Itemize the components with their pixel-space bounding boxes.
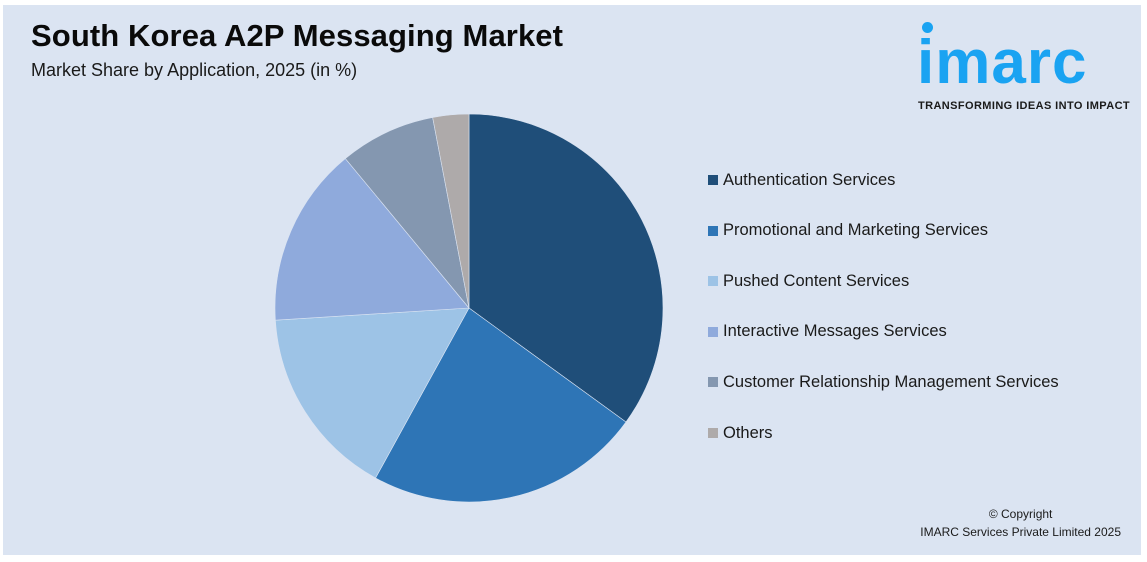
legend-label: Others bbox=[723, 423, 773, 442]
logo-tagline: TRANSFORMING IDEAS INTO IMPACT bbox=[918, 100, 1131, 112]
imarc-logo: imarc TRANSFORMING IDEAS INTO IMPACT bbox=[912, 17, 1137, 117]
legend-swatch-icon bbox=[708, 428, 718, 438]
pie-chart bbox=[274, 113, 664, 503]
legend-swatch-icon bbox=[708, 326, 718, 337]
legend-item: Interactive Messages Services bbox=[708, 322, 947, 342]
legend-item: Customer Relationship Management Service… bbox=[708, 372, 1059, 392]
legend-label: Authentication Services bbox=[723, 170, 896, 189]
pie-slice-customer-relationship-management-services bbox=[344, 117, 470, 309]
legend-swatch-icon bbox=[708, 225, 718, 236]
legend-item: Promotional and Marketing Services bbox=[708, 221, 988, 241]
legend-swatch-icon bbox=[708, 276, 718, 287]
legend-item: Pushed Content Services bbox=[708, 271, 909, 291]
pie-slice-pushed-content-services bbox=[275, 307, 470, 479]
chart-title: South Korea A2P Messaging Market bbox=[31, 18, 564, 53]
legend-label: Interactive Messages Services bbox=[723, 322, 947, 341]
legend-swatch-icon bbox=[708, 377, 718, 388]
legend-label: Promotional and Marketing Services bbox=[723, 221, 989, 240]
logo-dot-icon bbox=[922, 22, 933, 33]
chart-panel: South Korea A2P Messaging Market Market … bbox=[3, 5, 1141, 555]
pie-slice-interactive-messages-services bbox=[274, 158, 470, 321]
logo-wordmark: imarc bbox=[917, 28, 1088, 97]
copyright-notice: © Copyright IMARC Services Private Limit… bbox=[920, 505, 1121, 541]
pie-slice-others bbox=[432, 113, 470, 309]
legend-swatch-icon bbox=[708, 175, 718, 185]
legend-label: Pushed Content Services bbox=[723, 271, 910, 290]
pie-slice-promotional-and-marketing-services bbox=[375, 307, 627, 503]
pie-slice-authentication-services bbox=[468, 113, 664, 423]
chart-subtitle: Market Share by Application, 2025 (in %) bbox=[31, 60, 358, 80]
legend-item: Authentication Services bbox=[708, 170, 895, 190]
copyright-line: © Copyright bbox=[988, 507, 1053, 521]
legend-label: Customer Relationship Management Service… bbox=[723, 372, 1059, 391]
legend-item: Others bbox=[708, 423, 773, 443]
company-line: IMARC Services Private Limited 2025 bbox=[920, 525, 1121, 539]
